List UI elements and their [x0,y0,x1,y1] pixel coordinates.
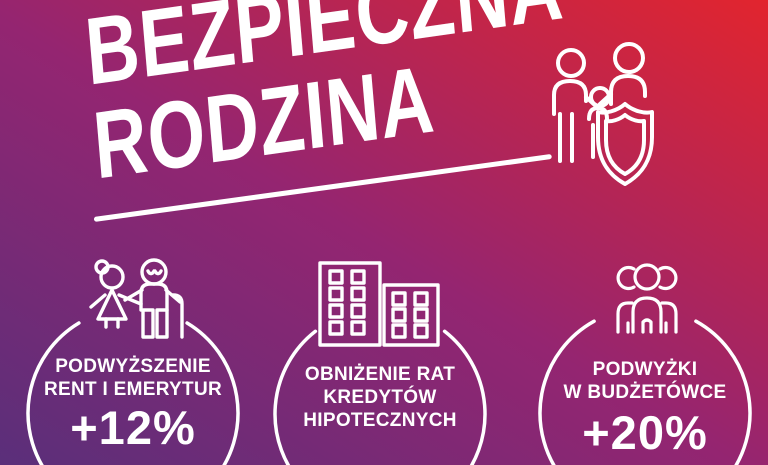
badge-label: OBNIŻENIE RAT KREDYTÓW HIPOTECZNYCH [260,363,500,433]
badge-label-line: RENT I EMERYTUR [44,379,222,401]
badge-pensions: PODWYŻSZENIE RENT I EMERYTUR +12% [23,258,243,465]
badge-label: PODWYŻKI W BUDŻETÓWCE [525,358,765,404]
badge-label-line: W BUDŻETÓWCE [563,382,727,404]
badge-label-line: OBNIŻENIE RAT [304,364,456,385]
badge-ring [273,329,487,465]
elderly-couple-icon [89,258,184,339]
buildings-icon [318,261,440,347]
badge-public-sector: PODWYŻKI W BUDŻETÓWCE +20% [535,263,755,465]
badge-ring [538,319,752,465]
badge-label-line: KREDYTÓW [323,387,437,409]
badge-label-line: PODWYŻSZENIE [55,356,211,377]
family-shield-icon [552,42,654,186]
badge-label-line: HIPOTECZNYCH [303,410,457,432]
badge-mortgage: OBNIŻENIE RAT KREDYTÓW HIPOTECZNYCH [270,261,490,465]
badge-label: PODWYŻSZENIE RENT I EMERYTUR [13,355,253,401]
badge-label-line: PODWYŻKI [592,359,698,380]
badge-value: +20% [582,406,708,459]
badge-value: +12% [70,401,196,454]
badge-ring [26,321,240,465]
people-group-icon [616,263,678,334]
